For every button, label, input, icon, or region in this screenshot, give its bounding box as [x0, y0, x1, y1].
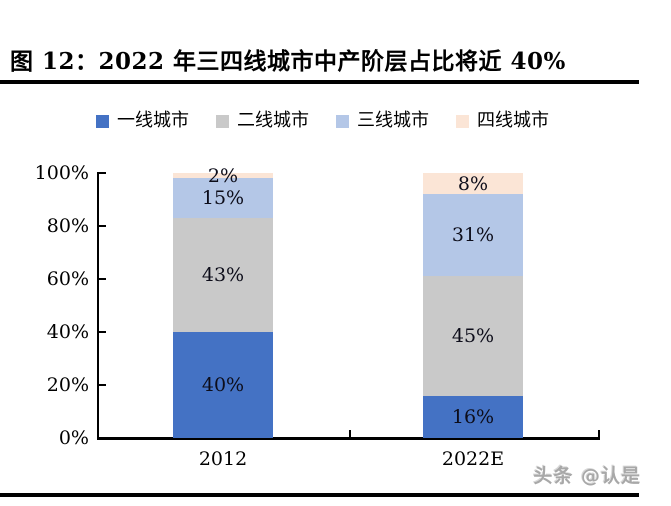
y-tick-mark: [97, 384, 106, 386]
bar-segment-2012-二线城市: [173, 218, 273, 332]
watermark: 头条 @认是: [533, 465, 641, 487]
legend-swatch-icon: [336, 114, 349, 128]
y-tick-label: 40%: [46, 321, 89, 343]
legend-item-1: 一线城市: [96, 110, 189, 132]
bar-segment-2012-三线城市: [173, 178, 273, 219]
y-tick-mark: [97, 278, 106, 280]
bottom-divider: [0, 493, 639, 497]
y-tick-mark: [97, 225, 106, 227]
legend-item-3: 三线城市: [336, 110, 429, 132]
bar-segment-2012-四线城市: [173, 173, 273, 179]
legend-item-4: 四线城市: [456, 110, 549, 132]
x-category-label: 2012: [198, 448, 248, 470]
legend-label: 四线城市: [477, 110, 549, 131]
legend-item-2: 二线城市: [216, 110, 309, 132]
x-tick-mark: [598, 430, 600, 438]
legend-label: 二线城市: [237, 110, 309, 131]
legend-swatch-icon: [456, 114, 469, 128]
y-tick-label: 60%: [46, 268, 89, 290]
chart-legend: 一线城市 二线城市 三线城市 四线城市: [0, 110, 645, 132]
bar-segment-2012-一线城市: [173, 332, 273, 438]
y-tick-label: 20%: [46, 374, 89, 396]
y-tick-mark: [97, 172, 106, 174]
y-axis-line: [97, 172, 99, 439]
legend-swatch-icon: [216, 114, 229, 128]
y-tick-label: 0%: [58, 427, 89, 449]
bar-segment-2022E-二线城市: [423, 276, 523, 396]
x-tick-mark: [348, 430, 351, 438]
title-divider: [0, 80, 639, 84]
legend-label: 三线城市: [357, 110, 429, 131]
bar-segment-2022E-四线城市: [423, 173, 523, 195]
y-tick-label: 100%: [34, 162, 89, 184]
bar-segment-2022E-三线城市: [423, 194, 523, 277]
x-axis-line: [97, 437, 600, 440]
figure-title: 图 12：2022 年三四线城市中产阶层占比将近 40%: [10, 48, 566, 75]
x-category-label: 2022E: [441, 448, 505, 470]
legend-swatch-icon: [96, 114, 109, 128]
y-tick-label: 80%: [46, 215, 89, 237]
bar-segment-2022E-一线城市: [423, 395, 523, 438]
y-tick-mark: [97, 331, 106, 333]
legend-label: 一线城市: [117, 110, 189, 131]
